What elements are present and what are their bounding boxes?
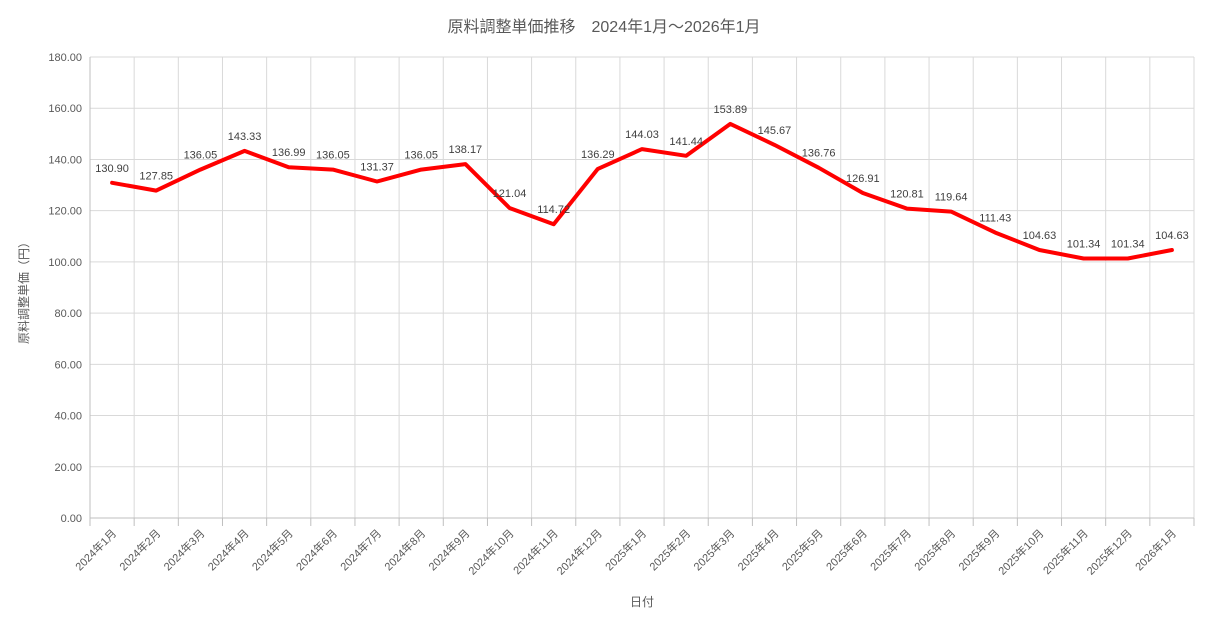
x-axis-tick-label: 2025年10月 (995, 526, 1046, 577)
x-axis-tick-label: 2026年1月 (1132, 526, 1179, 573)
x-axis-tick-label: 2024年8月 (381, 526, 428, 573)
x-axis-title: 日付 (629, 595, 654, 609)
data-label: 136.99 (272, 147, 306, 159)
data-label: 111.43 (979, 213, 1011, 225)
x-axis-tick-label: 2025年8月 (911, 526, 958, 573)
y-axis-tick-label: 100.00 (48, 257, 82, 269)
y-axis-tick-label: 0.00 (61, 513, 82, 525)
data-label: 136.05 (316, 150, 350, 162)
x-axis-tick-label: 2025年6月 (823, 526, 870, 573)
y-axis-tick-label: 160.00 (48, 103, 82, 115)
data-label: 101.34 (1067, 238, 1101, 250)
x-axis-tick-label: 2025年9月 (955, 526, 1002, 573)
y-axis-tick-label: 20.00 (54, 462, 82, 474)
data-label: 101.34 (1111, 238, 1145, 250)
x-axis-tick-label: 2025年11月 (1040, 526, 1091, 577)
data-label: 138.17 (449, 144, 483, 156)
x-axis-tick-label: 2024年7月 (337, 526, 384, 573)
chart-title: 原料調整単価推移 2024年1月～2026年1月 (447, 19, 761, 36)
x-axis-tick-label: 2024年6月 (293, 526, 340, 573)
x-axis-tick-label: 2025年1月 (602, 526, 649, 573)
data-label: 126.91 (846, 173, 880, 185)
data-label: 136.05 (404, 150, 438, 162)
x-axis-tick-label: 2024年3月 (160, 526, 207, 573)
data-label: 127.85 (139, 171, 173, 183)
data-label: 136.29 (581, 149, 615, 161)
data-label: 114.72 (537, 204, 570, 216)
y-axis-tick-label: 120.00 (48, 206, 82, 218)
x-axis-tick-label: 2024年1月 (72, 526, 119, 573)
data-label: 131.37 (360, 162, 394, 174)
data-label: 120.81 (890, 189, 924, 201)
x-axis-tick-label: 2024年2月 (116, 526, 163, 573)
data-label: 141.44 (669, 136, 703, 148)
data-label: 130.90 (95, 163, 129, 175)
data-label: 136.05 (184, 150, 218, 162)
x-axis-tick-label: 2024年9月 (425, 526, 472, 573)
x-axis-tick-label: 2025年3月 (690, 526, 737, 573)
data-label: 145.67 (758, 125, 792, 137)
data-label: 144.03 (625, 129, 659, 141)
series-line (110, 121, 1174, 261)
y-axis-tick-label: 80.00 (54, 308, 82, 320)
x-axis-tick-label: 2024年4月 (205, 526, 252, 573)
data-label: 119.64 (935, 192, 968, 204)
data-label: 121.04 (493, 188, 527, 200)
y-axis-tick-label: 180.00 (48, 52, 82, 64)
x-axis-tick-label: 2024年11月 (510, 526, 561, 577)
data-label: 104.63 (1155, 230, 1189, 242)
x-axis-tick-label: 2024年10月 (465, 526, 516, 577)
y-axis-tick-label: 40.00 (54, 411, 82, 423)
y-axis-tick-label: 60.00 (54, 359, 82, 371)
data-label: 143.33 (228, 131, 262, 143)
y-axis-tick-label: 140.00 (48, 154, 82, 166)
x-axis-tick-label: 2025年2月 (646, 526, 693, 573)
data-label: 136.76 (802, 148, 836, 160)
x-axis-tick-label: 2024年12月 (554, 526, 605, 577)
data-label: 153.89 (713, 104, 747, 116)
x-axis-tick-label: 2025年7月 (867, 526, 914, 573)
x-axis-tick-label: 2025年12月 (1083, 526, 1134, 577)
x-axis-tick-label: 2024年5月 (249, 526, 296, 573)
x-axis-tick-label: 2025年4月 (735, 526, 782, 573)
x-axis-tick-label: 2025年5月 (779, 526, 826, 573)
data-label: 104.63 (1023, 230, 1057, 242)
